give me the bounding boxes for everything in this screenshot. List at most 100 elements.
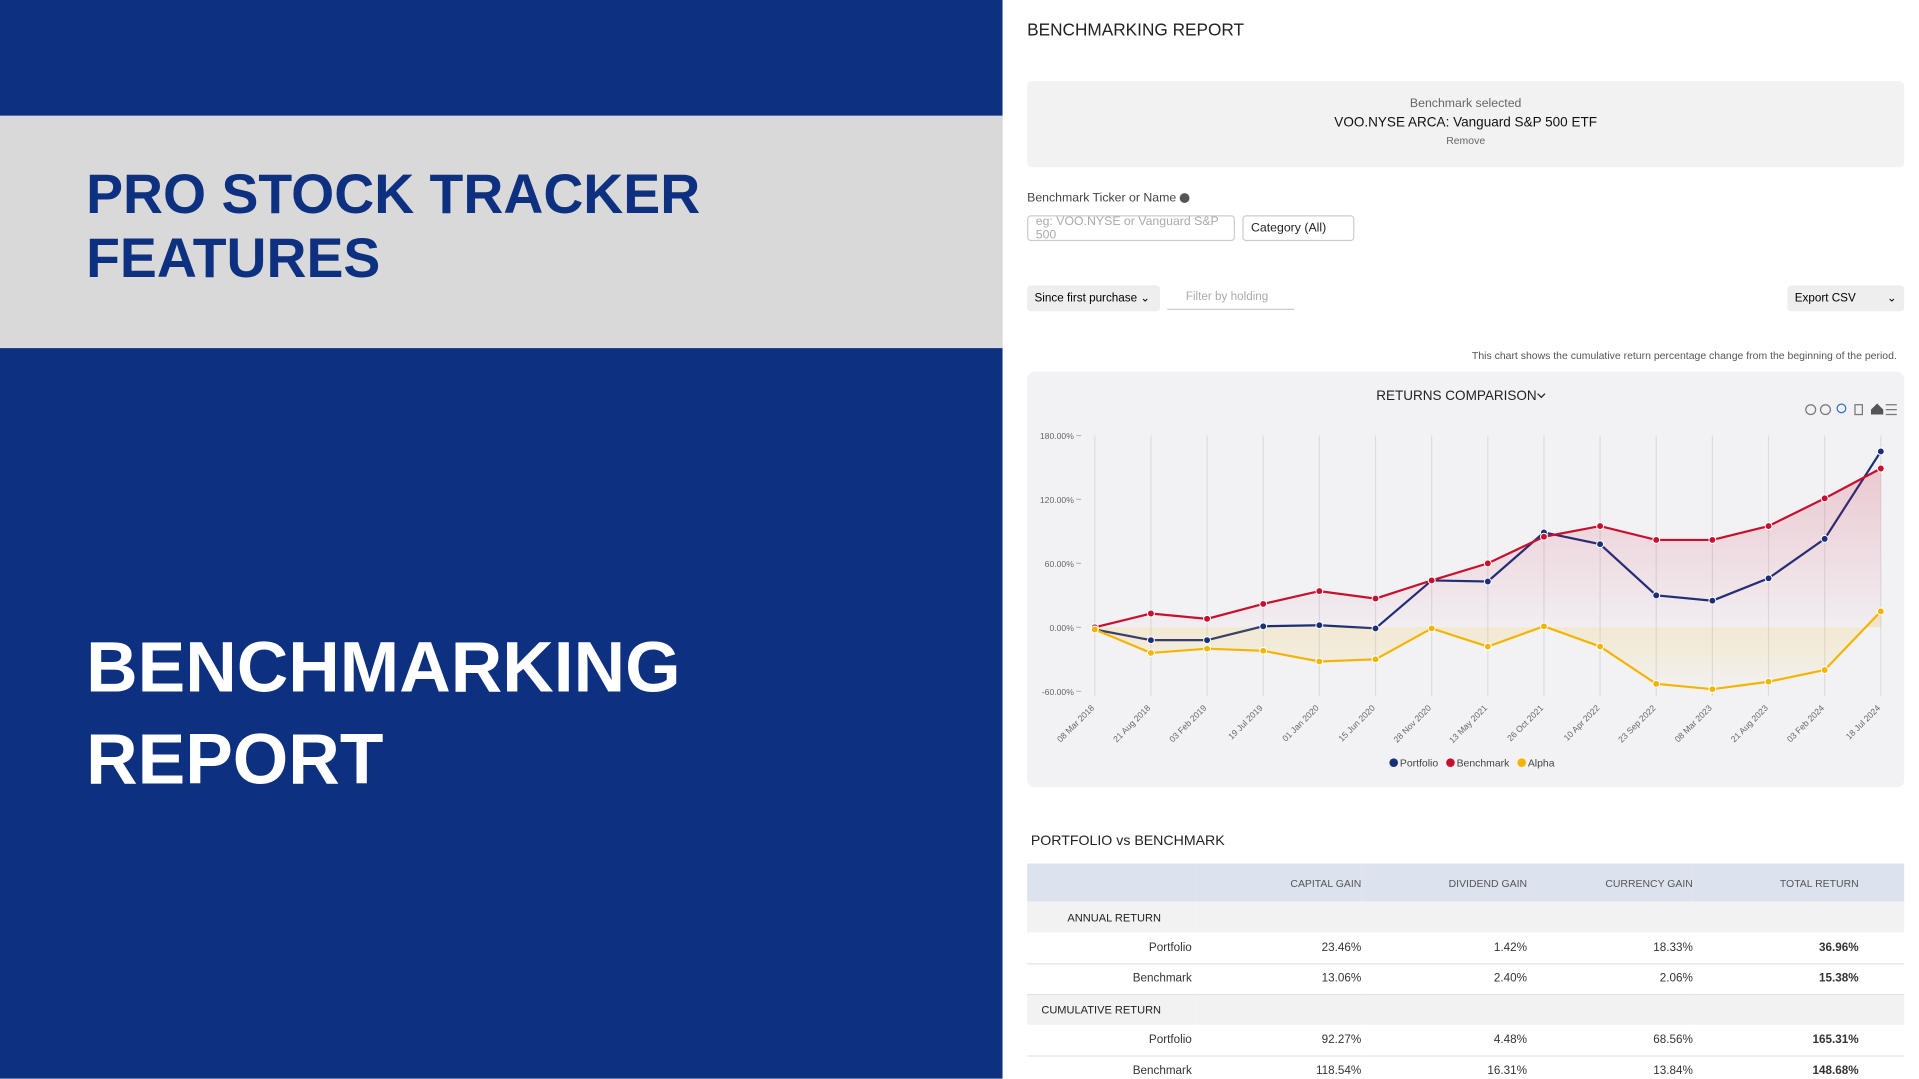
y-tick-label: 180.00% <box>1040 431 1074 441</box>
legend-item[interactable]: Alpha <box>1517 758 1555 769</box>
category-select[interactable]: Category (All) <box>1242 215 1355 242</box>
cell: 1.42% <box>1493 940 1528 955</box>
point <box>1540 622 1548 631</box>
empty-cell <box>1361 994 1527 1025</box>
legend-marker <box>1517 758 1527 767</box>
x-tick-label: 21 Aug 2018 <box>1111 703 1152 744</box>
point <box>1876 464 1885 473</box>
empty-cell <box>1693 994 1904 1025</box>
row-label: Portfolio <box>1148 940 1192 955</box>
table-title: PORTFOLIO vs BENCHMARK <box>1030 834 1225 849</box>
cell: 68.56% <box>1653 1032 1693 1047</box>
report-heading: BENCHMARKING REPORT <box>1027 19 1245 40</box>
cell: 2.40% <box>1493 971 1528 986</box>
title-line: PRO STOCK TRACKER <box>86 162 701 226</box>
cell: 2.06% <box>1659 971 1693 986</box>
point <box>1203 644 1212 653</box>
point <box>1876 607 1885 616</box>
legend-label: Portfolio <box>1400 758 1438 769</box>
point <box>1764 574 1773 583</box>
x-tick-label: 03 Feb 2024 <box>1785 703 1826 744</box>
benchmark-caption: Benchmark selected <box>1409 97 1522 111</box>
section-row: CUMULATIVE RETURN <box>1027 993 1905 1025</box>
cell: 36.96% <box>1819 940 1859 955</box>
point <box>1596 522 1605 531</box>
legend-marker <box>1446 758 1455 767</box>
empty-cell <box>1527 994 1693 1025</box>
ticker-input[interactable]: eg: VOO.NYSE or Vanguard S&P 500 <box>1027 215 1236 242</box>
empty-cell <box>1196 902 1362 933</box>
point <box>1652 679 1661 688</box>
title-line: FEATURES <box>86 226 381 290</box>
area <box>1094 611 1881 690</box>
zoom-out-icon[interactable] <box>1819 404 1832 416</box>
zoom-in-icon[interactable] <box>1805 404 1817 416</box>
header-cell: TOTAL RETURN <box>1779 876 1859 889</box>
header-cell: CAPITAL GAIN <box>1290 876 1362 889</box>
export-button[interactable]: Export CSV ⌄ <box>1787 285 1905 312</box>
x-tick-label: 18 Jul 2024 <box>1844 703 1883 742</box>
menu-icon[interactable] <box>1885 404 1897 416</box>
cell: 92.27% <box>1321 1032 1362 1047</box>
home-icon[interactable] <box>1870 403 1884 415</box>
chart: RETURNS COMPARISON -60.00% 0.00% 60.00% 120.… <box>1040 388 1897 769</box>
filter-input[interactable]: Filter by holding <box>1167 285 1295 310</box>
legend-item[interactable]: Benchmark <box>1446 758 1510 769</box>
data-row: Benchmark 13.06% 2.40% 2.06% 15.38% <box>1027 963 1905 994</box>
slide-title: PRO STOCK TRACKER FEATURES <box>86 162 700 290</box>
point <box>1652 535 1661 544</box>
data-row: Portfolio 23.46% 1.42% 18.33% 36.96% <box>1027 932 1905 964</box>
cell: 13.84% <box>1653 1064 1693 1078</box>
section-row: ANNUAL RETURN <box>1027 901 1905 933</box>
point <box>1427 624 1436 633</box>
point <box>1146 636 1155 645</box>
x-tick-label: 19 Jul 2019 <box>1226 703 1265 742</box>
data-row: Benchmark 118.54% 16.31% 13.84% 148.68% <box>1027 1055 1904 1078</box>
legend-item[interactable]: Portfolio <box>1389 758 1438 769</box>
legend-label: Benchmark <box>1457 758 1511 769</box>
chart-card: RETURNS COMPARISON -60.00% 0.00% 60.00% 120.… <box>1027 371 1905 788</box>
point <box>1203 614 1212 623</box>
cell: 23.46% <box>1321 940 1362 955</box>
point <box>1315 587 1324 596</box>
remove-link[interactable]: Remove <box>1446 134 1486 147</box>
legend-marker <box>1389 758 1399 767</box>
chart-note: This chart shows the cumulative return p… <box>1471 349 1897 362</box>
point <box>1708 685 1717 694</box>
cell: 16.31% <box>1487 1064 1528 1078</box>
cell: 18.33% <box>1653 940 1693 955</box>
point <box>1483 642 1492 651</box>
ticker-label-text: Benchmark Ticker or Name <box>1027 191 1177 206</box>
header-cell: DIVIDEND GAIN <box>1448 876 1528 889</box>
point <box>1540 532 1548 541</box>
ticker-label: Benchmark Ticker or Name <box>1027 191 1190 206</box>
x-tick-label: 15 Jun 2020 <box>1336 703 1377 744</box>
x-tick-label: 10 Apr 2022 <box>1562 703 1602 743</box>
export-text: Export CSV <box>1794 291 1856 306</box>
header-row: CAPITAL GAIN DIVIDEND GAIN CURRENCY GAIN TO… <box>1027 863 1905 902</box>
x-tick-label: 21 Aug 2023 <box>1729 703 1770 744</box>
slide-subtitle: BENCHMARKING REPORT <box>86 621 681 806</box>
zoom-icon[interactable] <box>1836 403 1847 414</box>
legend-label: Alpha <box>1528 758 1555 769</box>
subtitle-line: REPORT <box>86 720 384 801</box>
cell: 13.06% <box>1321 971 1362 986</box>
info-icon[interactable] <box>1179 193 1190 204</box>
pan-icon[interactable] <box>1854 404 1863 416</box>
x-tick-label: 01 Jan 2020 <box>1280 703 1321 744</box>
cell: 148.68% <box>1812 1064 1859 1078</box>
chevron: ⌄ <box>1887 291 1897 306</box>
cell: 165.31% <box>1812 1032 1859 1047</box>
row-label: Portfolio <box>1148 1032 1192 1047</box>
period-select[interactable]: Since first purchase ⌄ <box>1027 285 1160 312</box>
empty-cell <box>1527 902 1693 933</box>
cell: 4.48% <box>1493 1032 1528 1047</box>
point <box>1820 666 1829 674</box>
benchmark-card: Benchmark selected VOO.NYSE ARCA: Vangua… <box>1027 81 1905 168</box>
point <box>1596 642 1605 651</box>
area <box>1094 468 1881 628</box>
category-text: Category (All) <box>1251 221 1327 235</box>
cell: 118.54% <box>1315 1064 1362 1078</box>
